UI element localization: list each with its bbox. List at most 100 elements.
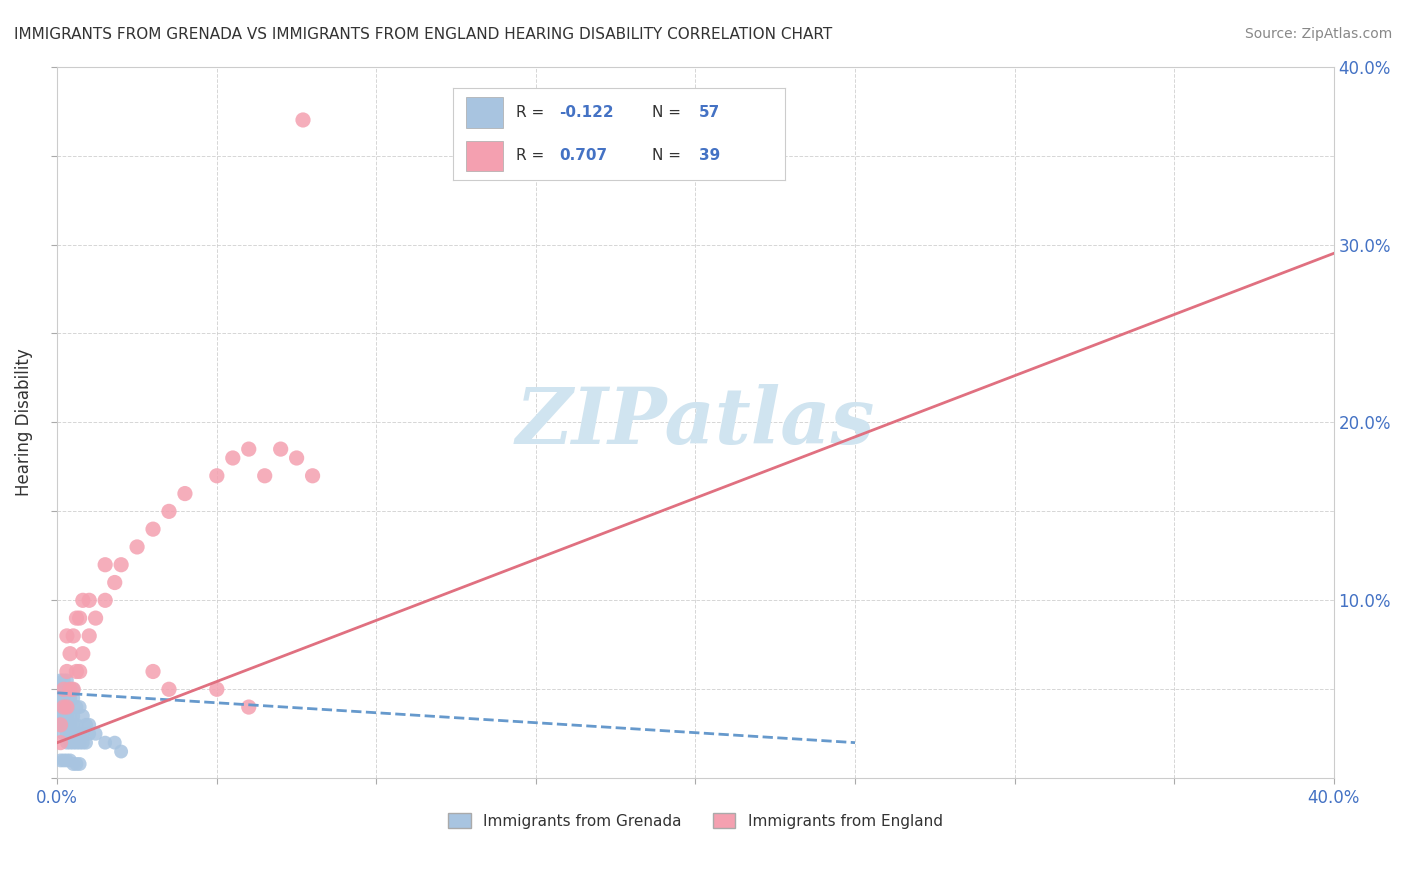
Legend: Immigrants from Grenada, Immigrants from England: Immigrants from Grenada, Immigrants from… (443, 806, 949, 835)
Point (49, 736, 72, 750)
Point (56, 709, 79, 723)
Point (52, 727, 75, 741)
Point (222, 450, 245, 465)
Point (270, 442, 292, 456)
Point (75, 718, 97, 732)
Point (56, 727, 79, 741)
Point (49, 754, 72, 768)
Point (65, 665, 87, 679)
Point (65, 700, 87, 714)
Text: IMMIGRANTS FROM GRENADA VS IMMIGRANTS FROM ENGLAND HEARING DISABILITY CORRELATIO: IMMIGRANTS FROM GRENADA VS IMMIGRANTS FR… (14, 27, 832, 42)
Point (69, 727, 91, 741)
Point (72, 647, 94, 661)
Point (49, 691, 72, 706)
Point (69, 736, 91, 750)
Point (52, 709, 75, 723)
Point (59, 709, 82, 723)
Point (65, 727, 87, 741)
Point (56, 673, 79, 688)
Point (62, 682, 84, 697)
Point (238, 700, 260, 714)
Point (157, 504, 180, 518)
Point (56, 718, 79, 732)
Point (104, 575, 127, 590)
Point (238, 442, 260, 456)
Point (104, 736, 127, 750)
Point (62, 727, 84, 741)
Text: Source: ZipAtlas.com: Source: ZipAtlas.com (1244, 27, 1392, 41)
Point (52, 754, 75, 768)
Point (56, 682, 79, 697)
Point (84, 727, 107, 741)
Point (94, 593, 117, 607)
Point (65, 611, 87, 625)
Point (59, 754, 82, 768)
Point (62, 736, 84, 750)
Text: ZIPatlas: ZIPatlas (516, 384, 875, 460)
Point (59, 647, 82, 661)
Point (62, 709, 84, 723)
Point (205, 468, 228, 483)
Point (56, 736, 79, 750)
Point (77, 629, 100, 643)
Point (110, 558, 132, 572)
Point (174, 486, 197, 500)
Point (52, 682, 75, 697)
Point (142, 665, 165, 679)
Point (49, 718, 72, 732)
Point (59, 727, 82, 741)
Point (65, 718, 87, 732)
Point (59, 682, 82, 697)
Point (72, 736, 94, 750)
Point (205, 682, 228, 697)
Point (94, 558, 117, 572)
Point (52, 718, 75, 732)
Point (77, 593, 100, 607)
Point (52, 700, 75, 714)
Point (59, 691, 82, 706)
Point (52, 691, 75, 706)
Point (62, 629, 84, 643)
Point (253, 468, 276, 483)
Point (49, 673, 72, 688)
Point (72, 593, 94, 607)
Point (59, 736, 82, 750)
Point (65, 736, 87, 750)
Point (52, 700, 75, 714)
Point (56, 665, 79, 679)
Point (75, 736, 97, 750)
Point (49, 718, 72, 732)
Point (285, 450, 308, 465)
Point (62, 756, 84, 771)
Point (110, 745, 132, 759)
Point (84, 611, 107, 625)
Point (142, 522, 165, 536)
Point (157, 682, 180, 697)
Y-axis label: Hearing Disability: Hearing Disability (15, 349, 32, 496)
Point (65, 756, 87, 771)
Point (69, 756, 91, 771)
Point (69, 700, 91, 714)
Point (301, 468, 323, 483)
Point (62, 718, 84, 732)
Point (69, 665, 91, 679)
Point (62, 691, 84, 706)
Point (56, 700, 79, 714)
Point (125, 540, 148, 554)
Point (62, 682, 84, 697)
Point (69, 611, 91, 625)
Point (77, 718, 100, 732)
Point (72, 709, 94, 723)
Point (56, 629, 79, 643)
Point (52, 673, 75, 688)
Point (49, 682, 72, 697)
Point (72, 727, 94, 741)
Point (94, 736, 117, 750)
Point (49, 700, 72, 714)
Point (59, 718, 82, 732)
Point (77, 727, 100, 741)
Point (52, 682, 75, 697)
Point (56, 700, 79, 714)
Point (59, 682, 82, 697)
Point (56, 754, 79, 768)
